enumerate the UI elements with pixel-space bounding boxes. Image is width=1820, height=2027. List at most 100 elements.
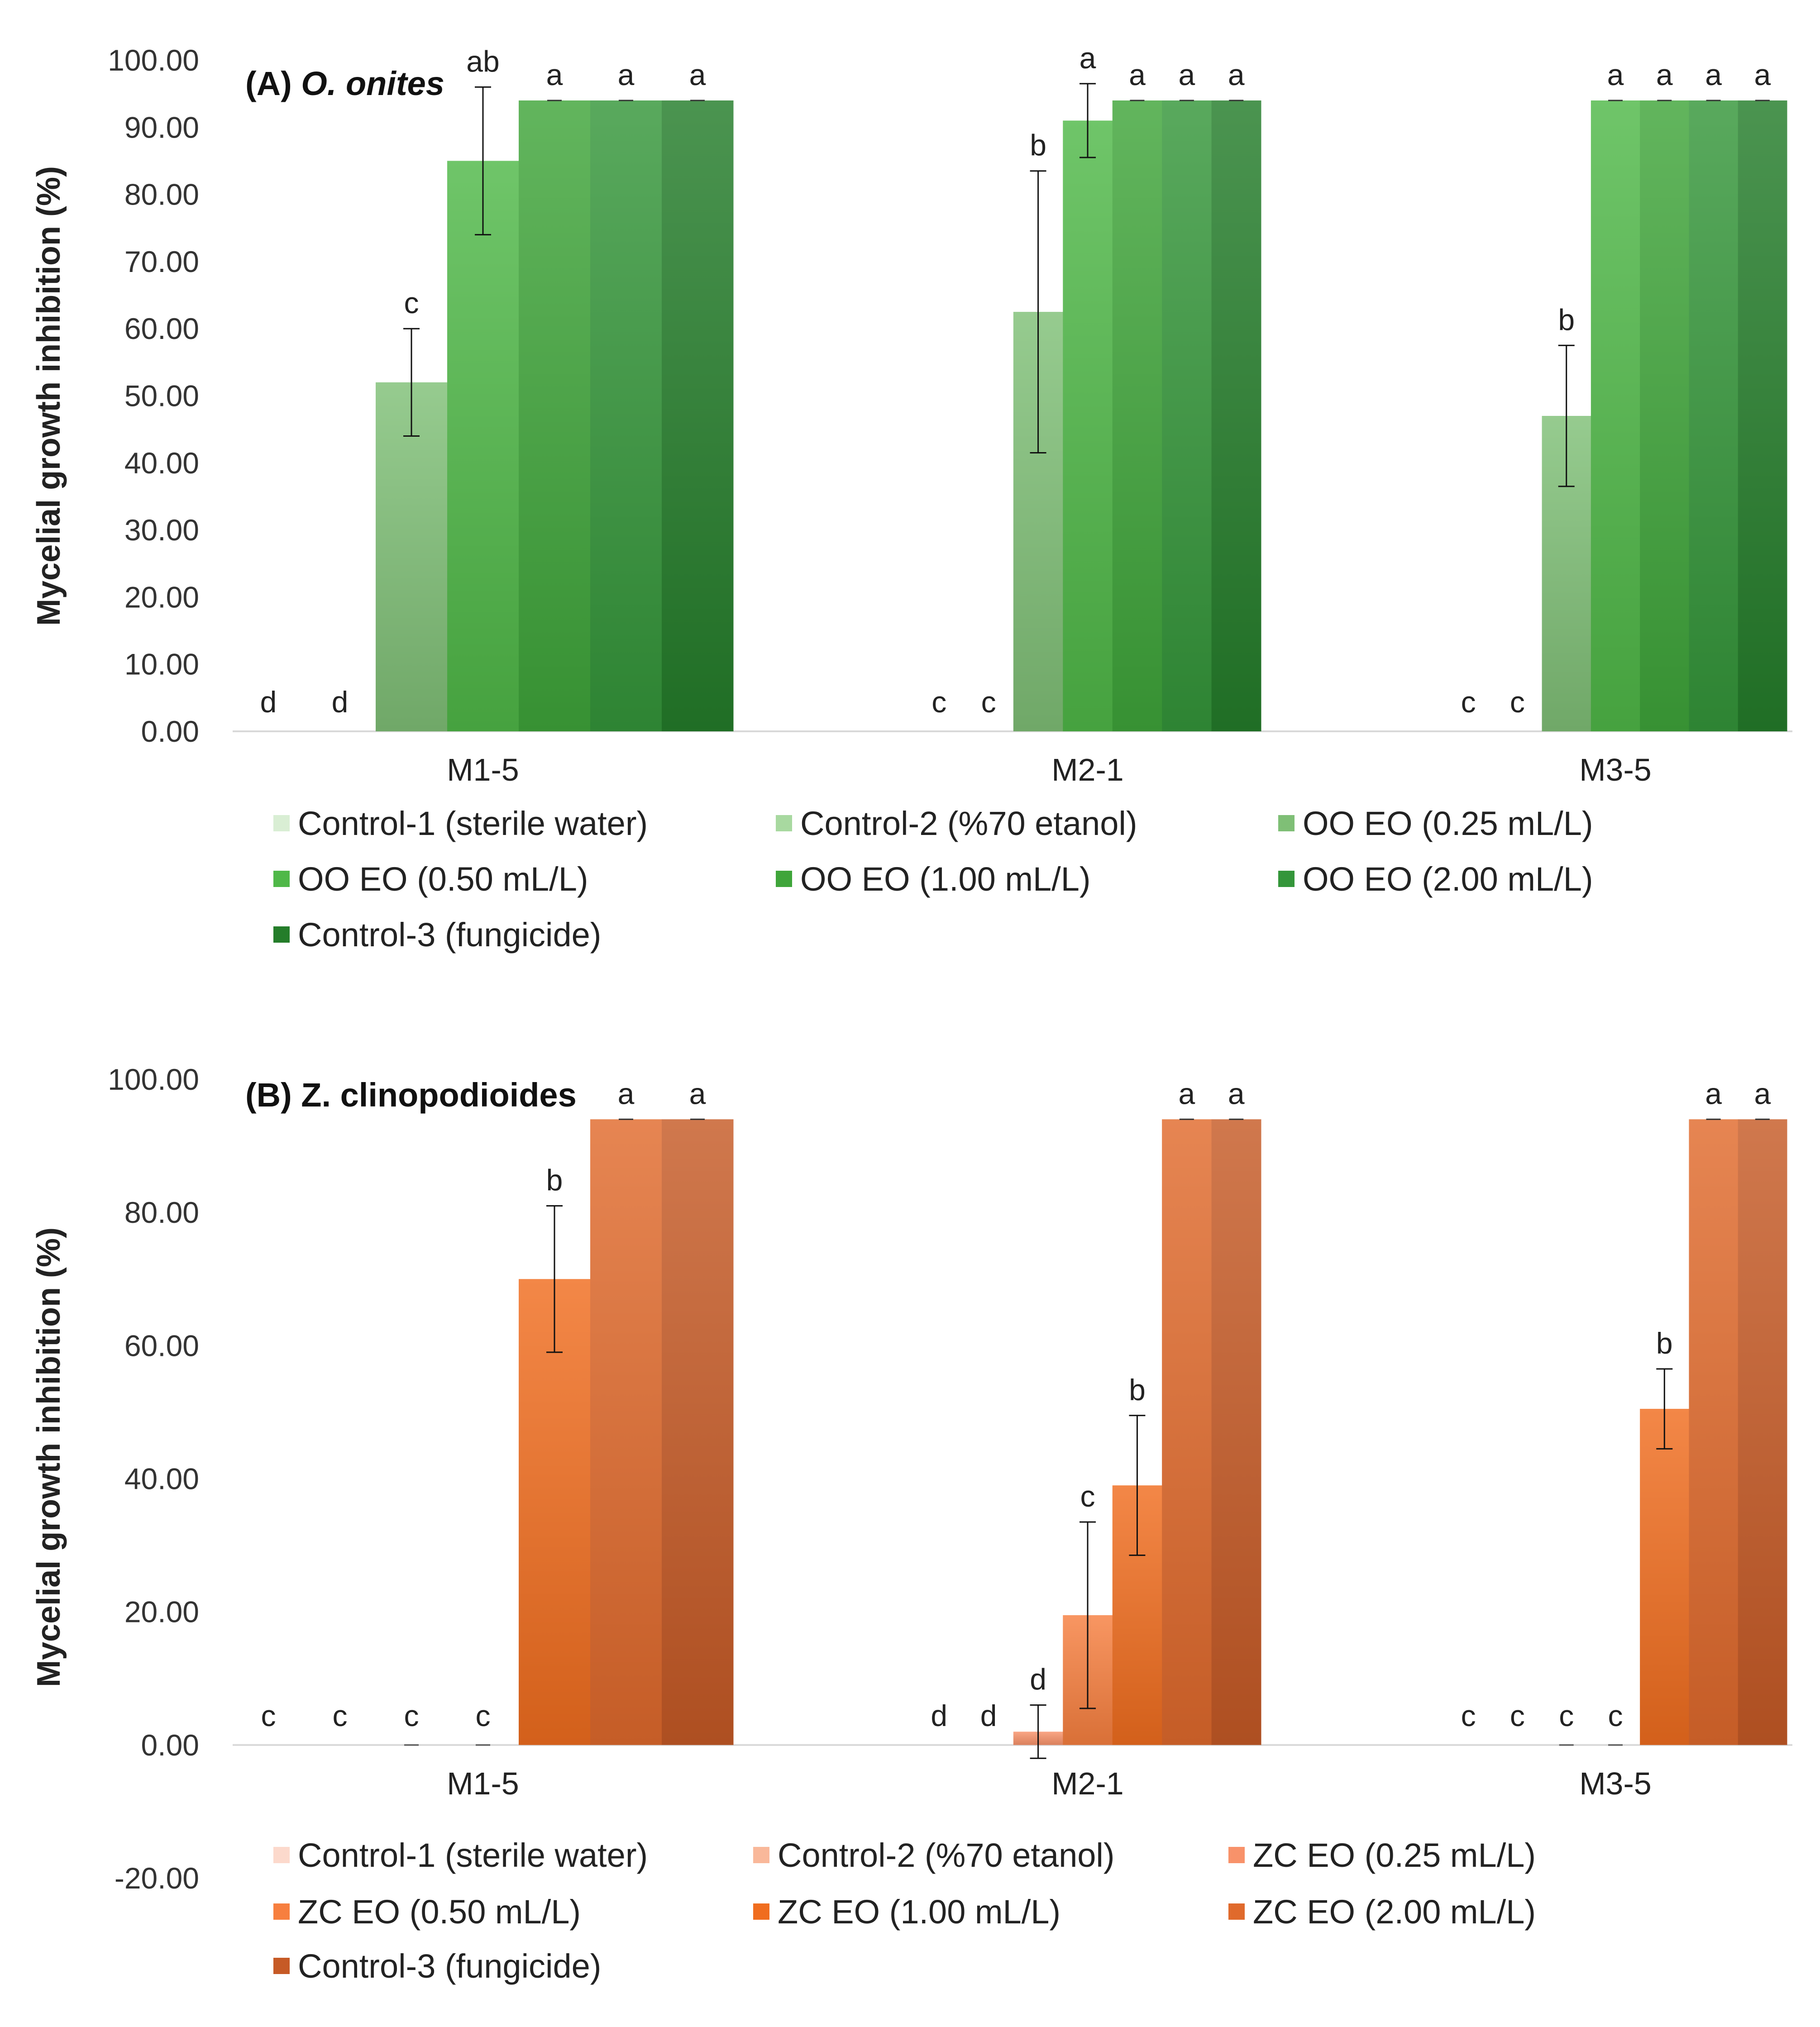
legend-label: ZC EO (2.00 mL/L)	[1253, 1893, 1536, 1931]
bar	[1162, 100, 1212, 732]
significance-letter: c	[404, 1699, 419, 1732]
legend-label: Control-1 (sterile water)	[298, 1836, 648, 1874]
legend-swatch	[273, 871, 290, 887]
significance-letter: a	[1178, 58, 1195, 91]
significance-letter: c	[1461, 1699, 1476, 1732]
significance-letter: a	[1705, 58, 1722, 91]
legend-item: Control-1 (sterile water)	[273, 805, 648, 842]
x-tick-label: M1-5	[447, 752, 519, 787]
legend-item: ZC EO (0.50 mL/L)	[273, 1893, 581, 1931]
legend-item: Control-3 (fungicide)	[273, 1947, 601, 1985]
panel-label: (A)	[245, 65, 301, 102]
legend-label: ZC EO (0.50 mL/L)	[298, 1893, 581, 1931]
significance-letter: a	[1080, 41, 1096, 75]
legend-swatch	[776, 815, 792, 831]
y-tick-label: 100.00	[108, 43, 199, 77]
chart-title: (A) O. onites	[245, 65, 444, 102]
bar	[1063, 120, 1113, 732]
significance-letter: a	[546, 58, 563, 91]
bar	[1591, 100, 1640, 732]
legend-label: ZC EO (0.25 mL/L)	[1253, 1836, 1536, 1874]
significance-letter: b	[1558, 303, 1575, 336]
y-tick-label: 100.00	[108, 1063, 199, 1096]
bar	[662, 100, 734, 732]
significance-letter: c	[1510, 685, 1525, 719]
significance-letter: a	[1754, 1077, 1771, 1110]
significance-letter: d	[1030, 1663, 1046, 1696]
bar	[1640, 1409, 1689, 1745]
y-tick-label: 80.00	[124, 1196, 199, 1229]
legend-swatch	[753, 1903, 769, 1920]
chart-panel-2: -20.00 0.00 20.00 40.00 60.00 80.00 100.00 Myce…	[31, 1063, 1792, 1985]
significance-letter: c	[476, 1699, 491, 1732]
bar	[590, 1119, 662, 1745]
significance-letter: b	[1656, 1326, 1673, 1360]
significance-letter: a	[1228, 1077, 1245, 1110]
legend-label: ZC EO (1.00 mL/L)	[778, 1893, 1060, 1931]
y-tick-label: 90.00	[124, 110, 199, 144]
bar	[519, 100, 591, 732]
significance-letter: a	[1607, 58, 1624, 91]
legend-label: Control-1 (sterile water)	[298, 805, 648, 842]
legend-label: Control-3 (fungicide)	[298, 916, 601, 954]
bar	[590, 100, 662, 732]
legend-item: OO EO (2.00 mL/L)	[1278, 860, 1593, 898]
y-tick-label: 0.00	[141, 1728, 199, 1762]
species-name: Z. clinopodioides	[301, 1076, 576, 1114]
y-tick-label: 50.00	[124, 379, 199, 413]
bar	[376, 382, 448, 731]
legend-item: OO EO (1.00 mL/L)	[776, 860, 1091, 898]
legend-item: Control-2 (%70 etanol)	[753, 1836, 1114, 1874]
x-tick-label: M1-5	[447, 1766, 519, 1801]
significance-letter: c	[1608, 1699, 1623, 1732]
bar	[1640, 100, 1689, 732]
significance-letter: c	[1461, 685, 1476, 719]
chart-title: (B) Z. clinopodioides	[245, 1076, 577, 1114]
legend-swatch	[776, 871, 792, 887]
legend-item: ZC EO (0.25 mL/L)	[1228, 1836, 1536, 1874]
significance-letter: a	[1656, 58, 1673, 91]
y-tick-label: -20.00	[115, 1861, 199, 1895]
y-tick-label: 20.00	[124, 580, 199, 614]
bar	[1211, 100, 1261, 732]
legend-swatch	[1278, 815, 1295, 831]
bar	[519, 1279, 591, 1745]
legend-swatch	[1228, 1847, 1245, 1863]
significance-letter: b	[1129, 1373, 1146, 1407]
significance-letter: ab	[466, 44, 499, 78]
y-tick-label: 40.00	[124, 1462, 199, 1496]
x-tick-label: M2-1	[1051, 1766, 1123, 1801]
legend-label: Control-3 (fungicide)	[298, 1947, 601, 1985]
significance-letter: a	[689, 58, 706, 91]
species-name: O. onites	[301, 65, 444, 102]
significance-letter: c	[1510, 1699, 1525, 1732]
bar	[1112, 100, 1162, 732]
y-axis-title: Mycelial growth inhibition (%)	[31, 1227, 67, 1687]
legend-label: OO EO (2.00 mL/L)	[1303, 860, 1593, 898]
x-tick-label: M2-1	[1051, 752, 1123, 787]
significance-letter: a	[1228, 58, 1245, 91]
significance-letter: c	[1080, 1479, 1095, 1513]
legend-swatch	[1228, 1903, 1245, 1920]
significance-letter: c	[1559, 1699, 1574, 1732]
significance-letter: a	[689, 1077, 706, 1110]
legend-item: ZC EO (1.00 mL/L)	[753, 1893, 1060, 1931]
significance-letter: c	[931, 685, 946, 719]
significance-letter: b	[1030, 129, 1046, 162]
significance-letter: d	[260, 685, 277, 719]
significance-letter: a	[1705, 1077, 1722, 1110]
legend-swatch	[273, 1958, 290, 1974]
bar	[662, 1119, 734, 1745]
y-tick-label: 70.00	[124, 245, 199, 278]
legend-item: Control-2 (%70 etanol)	[776, 805, 1137, 842]
legend-item: OO EO (0.25 mL/L)	[1278, 805, 1593, 842]
legend-item: OO EO (0.50 mL/L)	[273, 860, 588, 898]
bar	[1211, 1119, 1261, 1745]
legend-swatch	[273, 926, 290, 943]
x-tick-label: M3-5	[1579, 1766, 1651, 1801]
y-tick-label: 80.00	[124, 178, 199, 211]
legend-label: OO EO (0.50 mL/L)	[298, 860, 588, 898]
bar	[1738, 100, 1787, 732]
significance-letter: c	[333, 1699, 348, 1732]
y-axis-title: Mycelial growth inhibition (%)	[31, 166, 67, 626]
